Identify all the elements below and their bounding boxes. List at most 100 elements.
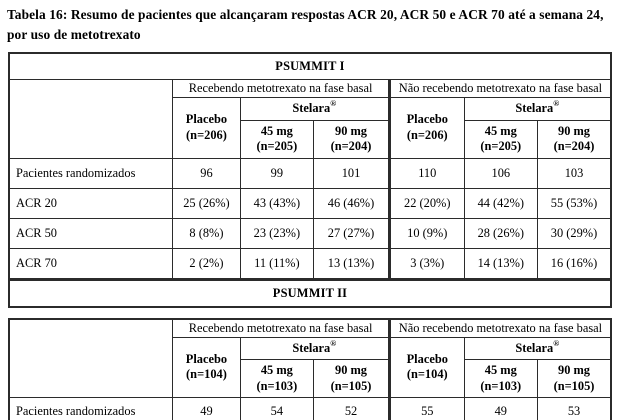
group-header-row: Recebendo metotrexato na fase basal Não … (8, 79, 612, 159)
data-cell: 10 (9%) (387, 217, 465, 249)
stelara-label: Stelara (292, 101, 331, 116)
placebo-label: Placebo (185, 351, 228, 366)
data-cell: 96 (172, 157, 241, 189)
data-cell: 54 (239, 397, 315, 420)
data-cell: 110 (387, 157, 465, 189)
placebo-label: Placebo (406, 112, 448, 127)
placebo-column-header: Placebo (n=206) (387, 97, 465, 159)
psummit-ii-table: Recebendo metotrexato na fase basal Não … (8, 317, 612, 420)
data-cell: 52 (313, 397, 390, 420)
dose-label: 45 mg (260, 123, 293, 138)
data-cell: 11 (11%) (239, 247, 315, 280)
table-spacer (7, 308, 613, 318)
dose-90mg-column-header: 90 mg (n=105) (313, 359, 390, 399)
data-cell: 43 (43%) (239, 187, 315, 219)
dose-n: (n=204) (553, 139, 595, 154)
group-header-not-receiving-mtx: Não recebendo metotrexato na fase basal (387, 318, 612, 338)
dose-90mg-column-header: 90 mg (n=204) (537, 119, 612, 159)
dose-label: 90 mg (558, 123, 591, 138)
data-cell: 28 (26%) (463, 217, 539, 249)
section-header-psummit-ii: PSUMMIT II (8, 277, 612, 308)
treatment-header-row: Placebo (n=104) Stelara® Placebo (n=104)… (9, 336, 612, 399)
dose-n: (n=105) (330, 378, 372, 393)
data-cell: 53 (537, 397, 612, 420)
registered-mark: ® (553, 99, 560, 109)
placebo-n: (n=206) (406, 127, 448, 142)
data-cell: 3 (3%) (387, 247, 465, 280)
table-title: Tabela 16: Resumo de pacientes que alcan… (7, 5, 613, 45)
dose-45mg-column-header: 45 mg (n=103) (239, 359, 315, 399)
data-cell: 22 (20%) (387, 187, 465, 219)
stelara-label: Stelara (515, 340, 554, 355)
data-cell: 25 (26%) (172, 187, 241, 219)
corner-empty-cell (8, 79, 174, 159)
dose-label: 90 mg (335, 123, 368, 138)
row-label: ACR 20 (8, 187, 174, 219)
stelara-column-header: Stelara® (463, 336, 612, 361)
data-cell: 2 (2%) (172, 247, 241, 280)
placebo-label: Placebo (185, 112, 228, 127)
data-cell: 13 (13%) (313, 247, 390, 280)
registered-mark: ® (330, 99, 337, 109)
placebo-column-header: Placebo (n=104) (387, 336, 465, 399)
dose-n: (n=204) (330, 139, 372, 154)
data-cell: 49 (172, 397, 241, 420)
acr20-row: ACR 20 25 (26%) 43 (43%) 46 (46%) 22 (20… (8, 187, 612, 219)
placebo-n: (n=206) (186, 127, 227, 142)
randomized-patients-row: Pacientes randomizados 49 54 52 55 49 53 (8, 397, 612, 420)
dose-45mg-column-header: 45 mg (n=205) (239, 119, 315, 159)
section-band-row: PSUMMIT II (8, 277, 612, 308)
dose-90mg-column-header: 90 mg (n=204) (313, 119, 390, 159)
stelara-column-header: Stelara® (239, 336, 390, 361)
dose-label: 45 mg (260, 363, 293, 378)
table-title-line2: por uso de metotrexato (7, 27, 141, 43)
table-title-line1: Tabela 16: Resumo de pacientes que alcan… (7, 7, 604, 22)
data-cell: 49 (463, 397, 539, 420)
stelara-label: Stelara (515, 101, 554, 116)
placebo-label: Placebo (406, 351, 448, 366)
data-cell: 27 (27%) (313, 217, 390, 249)
data-cell: 46 (46%) (313, 187, 390, 219)
dose-header-row: 45 mg (n=103) 90 mg (n=105) 45 mg (n=103… (9, 359, 612, 399)
stelara-label: Stelara (292, 340, 331, 355)
acr50-row: ACR 50 8 (8%) 23 (23%) 27 (27%) 10 (9%) … (8, 217, 612, 249)
placebo-n: (n=104) (186, 367, 227, 382)
dose-n: (n=103) (480, 378, 522, 393)
stelara-column-header: Stelara® (463, 97, 612, 121)
section-header-psummit-i: PSUMMIT I (8, 52, 612, 81)
data-cell: 106 (463, 157, 539, 189)
corner-empty-cell (8, 318, 174, 399)
data-cell: 99 (239, 157, 315, 189)
dose-90mg-column-header: 90 mg (n=105) (537, 359, 612, 399)
acr70-row: ACR 70 2 (2%) 11 (11%) 13 (13%) 3 (3%) 1… (8, 247, 612, 280)
section-band-row: PSUMMIT I (8, 52, 612, 81)
dose-n: (n=103) (256, 378, 298, 393)
placebo-column-header: Placebo (n=104) (172, 336, 241, 399)
data-cell: 101 (313, 157, 390, 189)
data-cell: 30 (29%) (537, 217, 612, 249)
dose-n: (n=205) (256, 139, 298, 154)
group-header-row: Recebendo metotrexato na fase basal Não … (8, 318, 612, 399)
registered-mark: ® (553, 338, 560, 348)
dose-n: (n=105) (553, 378, 595, 393)
dose-label: 90 mg (558, 363, 591, 378)
data-cell: 14 (13%) (463, 247, 539, 280)
psummit-i-table: PSUMMIT I Recebendo metotrexato na fase … (8, 52, 612, 308)
data-cell: 103 (537, 157, 612, 189)
row-label: ACR 50 (8, 217, 174, 249)
dose-45mg-column-header: 45 mg (n=205) (463, 119, 539, 159)
row-label: Pacientes randomizados (8, 157, 174, 189)
data-cell: 44 (42%) (463, 187, 539, 219)
row-label: Pacientes randomizados (8, 397, 174, 420)
registered-mark: ® (330, 338, 337, 348)
data-cell: 16 (16%) (537, 247, 612, 280)
dose-n: (n=205) (480, 139, 522, 154)
group-header-not-receiving-mtx: Não recebendo metotrexato na fase basal (387, 79, 612, 99)
placebo-column-header: Placebo (n=206) (172, 97, 241, 159)
row-label: ACR 70 (8, 247, 174, 280)
data-cell: 23 (23%) (239, 217, 315, 249)
treatment-header-row: Placebo (n=206) Stelara® Placebo (n=206)… (9, 97, 612, 159)
dose-label: 90 mg (335, 363, 368, 378)
data-cell: 55 (387, 397, 465, 420)
